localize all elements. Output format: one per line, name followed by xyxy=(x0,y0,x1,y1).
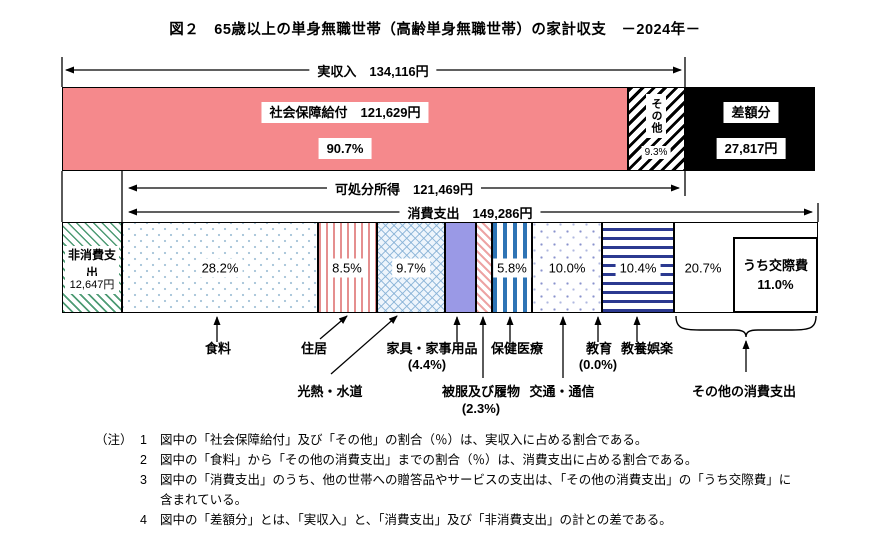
non-consumption-value: 12,647円 xyxy=(65,276,119,294)
label-utilities: 光熱・水道 xyxy=(297,384,363,399)
label-furniture: 家具・家事用品 xyxy=(386,341,478,356)
housing-arrow xyxy=(319,315,348,340)
deficit-value: 27,817円 xyxy=(716,138,786,159)
medical-percent: 5.8% xyxy=(493,258,531,278)
note-item: 2 図中の「食料」から「その他の消費支出」までの割合（％）は、消費支出に占める割… xyxy=(140,453,698,467)
label-medical: 保健医療 xyxy=(490,341,544,356)
transport-percent: 10.0% xyxy=(544,258,590,278)
consumption-label: 消費支出 149,286円 xyxy=(399,203,541,224)
food-percent: 28.2% xyxy=(197,258,243,278)
label-other-consumption: その他の消費支出 xyxy=(691,384,797,399)
social-security-label: 社会保障給付 121,629円 xyxy=(261,102,429,123)
disposable-income-label: 可処分所得 121,469円 xyxy=(326,179,482,200)
entertainment-box: うち交際費 11.0% xyxy=(733,237,818,313)
label-culture: 教養娯楽 xyxy=(620,341,674,356)
note-item: 4 図中の「差額分」とは、「実収入」と、「消費支出」及び「非消費支出」の計との差… xyxy=(140,513,672,527)
other-income-percent: 9.3% xyxy=(641,146,671,159)
segment-clothing xyxy=(476,222,492,313)
other-consumption-brace xyxy=(675,315,817,338)
label-furniture-percent: (4.4%) xyxy=(407,357,447,372)
housing-percent: 8.5% xyxy=(328,258,366,278)
segment-housing xyxy=(318,222,377,313)
entertainment-percent: 11.0% xyxy=(757,277,794,292)
notes-block: （注） 1 図中の「社会保障給付」及び「その他」の割合（％）は、実収入に占める割… xyxy=(95,430,800,530)
label-food: 食料 xyxy=(204,341,232,356)
note-item: 1 図中の「社会保障給付」及び「その他」の割合（％）は、実収入に占める割合である… xyxy=(140,433,648,447)
culture-percent: 10.4% xyxy=(615,258,661,278)
label-clothing: 被服及び履物 xyxy=(441,384,521,399)
label-education-percent: (0.0%) xyxy=(578,357,618,372)
label-housing: 住居 xyxy=(300,341,328,356)
other-consumption-percent: 20.7% xyxy=(680,258,726,278)
segment-non-consumption: 非消費支出 12,647円 xyxy=(62,222,122,313)
segment-furniture xyxy=(445,222,476,313)
social-security-percent: 90.7% xyxy=(318,138,372,159)
utilities-percent: 9.7% xyxy=(392,258,430,278)
figure-title: 図２ 65歳以上の単身無職世帯（高齢単身無職世帯）の家計収支 －2024年－ xyxy=(169,22,701,38)
deficit-label: 差額分 xyxy=(723,102,779,123)
notes-heading: （注） xyxy=(95,433,133,447)
note-item: 3 図中の「消費支出」のうち、他の世帯への贈答品やサービスの支出は、「その他の消… xyxy=(140,473,792,507)
label-clothing-percent: (2.3%) xyxy=(461,401,501,416)
entertainment-label: うち交際費 xyxy=(742,258,808,273)
label-education: 教育 xyxy=(585,341,613,356)
other-income-label: その他 xyxy=(646,94,666,138)
actual-income-label: 実収入 134,116円 xyxy=(309,61,437,82)
label-transport: 交通・通信 xyxy=(529,384,595,399)
